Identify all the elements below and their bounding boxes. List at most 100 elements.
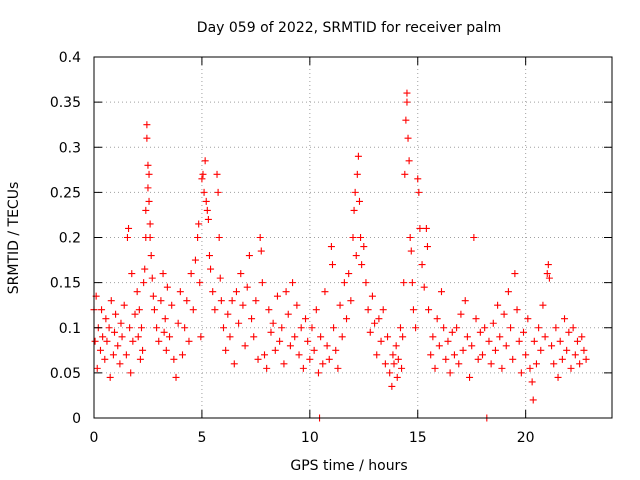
data-point — [364, 306, 372, 314]
data-point — [354, 152, 362, 160]
data-point — [425, 306, 433, 314]
data-point — [390, 360, 398, 368]
chart-title: Day 059 of 2022, SRMTID for receiver pal… — [197, 20, 501, 36]
data-point — [347, 297, 355, 305]
data-point — [416, 224, 424, 232]
y-tick-label: 0.05 — [50, 366, 81, 382]
data-point — [129, 337, 137, 345]
data-point — [389, 351, 397, 359]
data-point — [286, 342, 294, 350]
data-point — [539, 301, 547, 309]
data-point — [196, 279, 204, 287]
data-point — [541, 333, 549, 341]
data-point — [297, 324, 305, 332]
data-point — [128, 270, 136, 278]
data-point — [517, 369, 525, 377]
data-point — [435, 342, 443, 350]
data-point — [529, 396, 537, 404]
data-point — [360, 243, 368, 251]
data-point — [498, 364, 506, 372]
data-point — [418, 261, 426, 269]
y-tick-label: 0.35 — [50, 95, 81, 111]
data-point — [178, 351, 186, 359]
data-point — [345, 270, 353, 278]
data-point — [147, 252, 155, 260]
data-point — [271, 346, 279, 354]
data-point — [404, 134, 412, 142]
data-point — [408, 279, 416, 287]
data-point — [415, 188, 423, 196]
data-point — [332, 346, 340, 354]
data-point — [463, 333, 471, 341]
data-point — [355, 197, 363, 205]
data-point — [375, 315, 383, 323]
data-point — [205, 252, 213, 260]
data-point — [211, 306, 219, 314]
data-point — [350, 206, 358, 214]
data-point — [278, 324, 286, 332]
data-point — [524, 315, 532, 323]
data-point — [245, 252, 253, 260]
data-point — [532, 360, 540, 368]
ticks-layer: 0 0.05 0.1 0.15 0.2 0.25 0.3 0.35 0.4 0 5 10 15 20 — [50, 50, 612, 446]
data-point — [102, 315, 110, 323]
data-point — [394, 355, 402, 363]
data-point — [213, 170, 221, 178]
data-point — [263, 364, 271, 372]
data-point — [398, 364, 406, 372]
data-point — [216, 274, 224, 282]
data-point — [472, 315, 480, 323]
data-point — [139, 346, 147, 354]
data-point — [146, 220, 154, 228]
data-point — [571, 351, 579, 359]
data-point — [556, 337, 564, 345]
data-point — [214, 188, 222, 196]
data-point — [159, 270, 167, 278]
data-point — [185, 337, 193, 345]
data-point — [526, 364, 534, 372]
data-point — [105, 324, 113, 332]
data-point — [133, 288, 141, 296]
data-point — [429, 333, 437, 341]
data-point — [466, 373, 474, 381]
data-point — [126, 324, 134, 332]
data-point — [200, 188, 208, 196]
data-point — [334, 364, 342, 372]
data-point — [118, 333, 126, 341]
data-point — [252, 297, 260, 305]
data-point — [127, 369, 135, 377]
data-point — [386, 369, 394, 377]
data-point — [554, 373, 562, 381]
y-tick-label: 0.25 — [50, 185, 81, 201]
data-point — [293, 301, 301, 309]
data-point — [144, 184, 152, 192]
data-point — [228, 297, 236, 305]
data-point — [403, 98, 411, 106]
data-point — [162, 346, 170, 354]
data-point — [358, 261, 366, 269]
data-point — [96, 346, 104, 354]
data-point — [101, 355, 109, 363]
data-point — [103, 337, 111, 345]
data-point — [199, 170, 207, 178]
data-point — [248, 315, 256, 323]
data-point — [153, 324, 161, 332]
data-point — [340, 279, 348, 287]
data-point — [276, 337, 284, 345]
data-point — [114, 342, 122, 350]
data-point — [134, 333, 142, 341]
data-point — [317, 333, 325, 341]
x-tick-label: 20 — [517, 430, 535, 446]
data-point — [423, 243, 431, 251]
data-point — [504, 288, 512, 296]
data-point — [511, 270, 519, 278]
data-point — [140, 279, 148, 287]
data-point — [299, 364, 307, 372]
data-point — [123, 234, 131, 241]
data-point — [405, 157, 413, 165]
data-point — [157, 297, 165, 305]
data-point — [352, 252, 360, 260]
data-point — [273, 292, 281, 300]
data-point — [433, 315, 441, 323]
